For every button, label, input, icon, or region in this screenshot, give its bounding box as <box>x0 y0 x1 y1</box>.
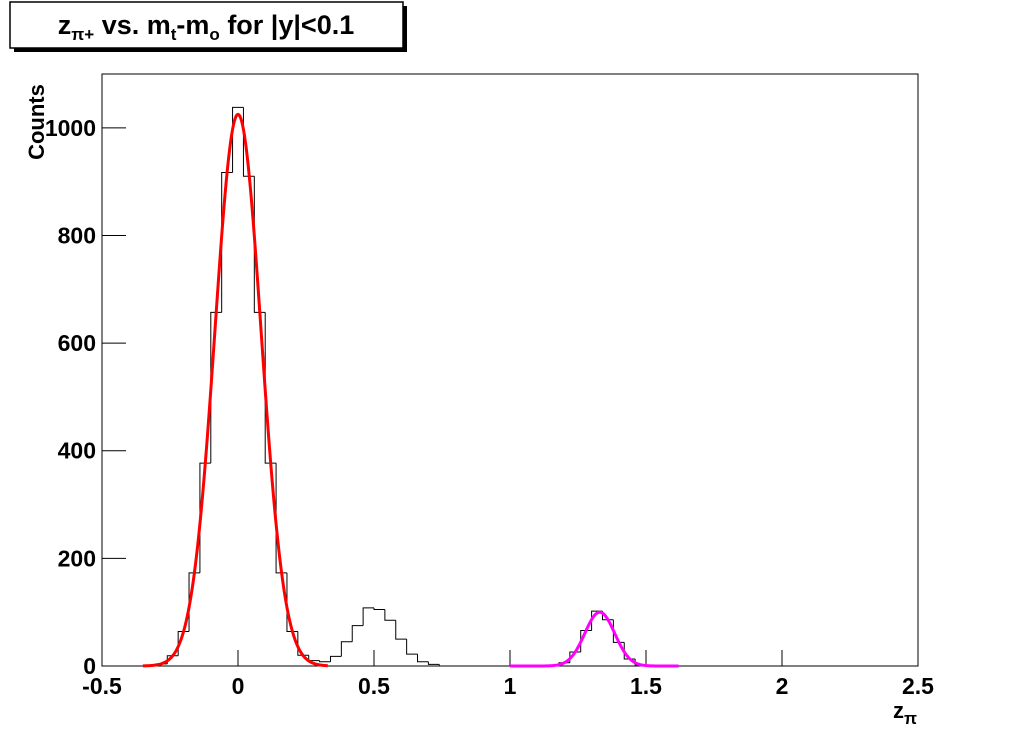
histogram-bin <box>395 620 407 640</box>
title-part: -m <box>176 10 209 40</box>
title-part: for |y|<0.1 <box>220 10 354 40</box>
title-part: t <box>171 25 177 44</box>
chart-title: zπ+ vs. mt-mo for |y|<0.1 <box>58 10 354 44</box>
histogram-bin <box>384 609 396 621</box>
histogram-bin <box>417 654 429 663</box>
x-label-part: z <box>893 698 904 723</box>
x-tick-label: -0.5 <box>82 673 122 699</box>
histogram-bin <box>319 660 331 663</box>
title-part: o <box>209 25 219 44</box>
y-tick-label: 1000 <box>45 115 96 141</box>
x-tick-label: 0 <box>232 673 245 699</box>
histogram-bin <box>329 655 342 662</box>
title-part: π+ <box>71 25 94 44</box>
y-tick-label: 0 <box>83 653 96 679</box>
histogram-bin <box>221 171 233 313</box>
histogram-bin <box>275 463 287 574</box>
histogram-bin <box>297 631 309 656</box>
title-part: vs. m <box>94 10 171 40</box>
histogram-bin <box>210 311 222 464</box>
histogram-bin <box>351 625 364 642</box>
x-tick-label: 1 <box>504 673 517 699</box>
title-box <box>9 1 404 49</box>
x-tick-label: 0.5 <box>358 673 390 699</box>
histogram-bin <box>308 655 320 662</box>
histogram-bin <box>362 607 374 626</box>
fit-curve <box>142 112 328 668</box>
histogram-bin <box>264 312 277 464</box>
y-tick-label: 200 <box>58 545 96 571</box>
histogram-bin <box>406 639 418 655</box>
x-label-part: π <box>904 709 917 728</box>
y-tick-label: 600 <box>58 330 96 356</box>
histogram-bin <box>286 572 298 633</box>
y-axis-label: Counts <box>24 84 49 160</box>
histogram-bin <box>232 106 244 173</box>
histogram-bin <box>427 661 440 665</box>
histogram-bin <box>373 607 385 610</box>
title-part: z <box>58 10 72 40</box>
histogram-bin <box>438 664 451 667</box>
x-tick-label: 1.5 <box>630 673 662 699</box>
y-tick-label: 800 <box>58 222 96 248</box>
plot-frame <box>101 73 919 667</box>
y-tick-label: 400 <box>58 438 96 464</box>
histogram-bin <box>340 641 353 657</box>
x-tick-label: 2.5 <box>902 673 934 699</box>
fit-curve <box>510 610 679 668</box>
x-axis-label: zπ <box>893 698 917 728</box>
x-tick-label: 2 <box>776 673 789 699</box>
